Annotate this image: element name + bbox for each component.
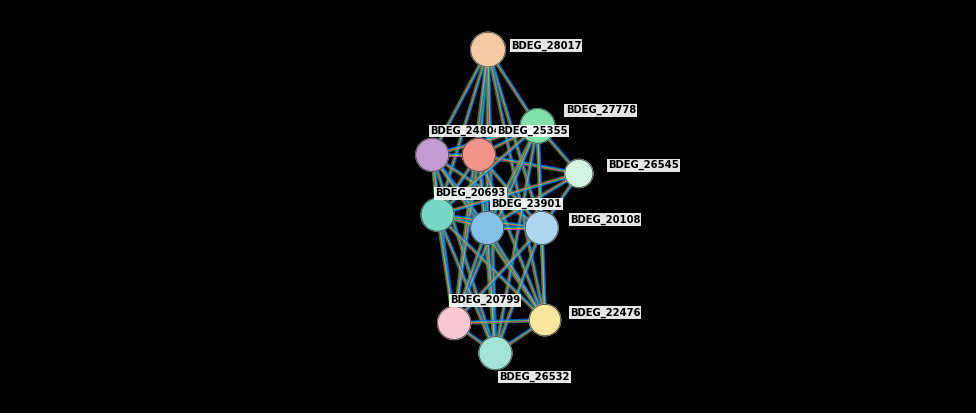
Circle shape — [463, 138, 496, 171]
Circle shape — [565, 159, 592, 188]
Circle shape — [520, 109, 555, 143]
Circle shape — [529, 304, 560, 336]
Text: BDEG_23901: BDEG_23901 — [491, 199, 561, 209]
Text: BDEG_26545: BDEG_26545 — [608, 160, 678, 170]
Circle shape — [479, 337, 512, 370]
Circle shape — [525, 211, 558, 244]
Circle shape — [470, 32, 506, 67]
Circle shape — [437, 306, 470, 339]
Text: BDEG_28017: BDEG_28017 — [510, 40, 582, 50]
Circle shape — [470, 211, 504, 244]
Text: BDEG_20693: BDEG_20693 — [435, 188, 506, 198]
Circle shape — [416, 138, 449, 171]
Circle shape — [421, 198, 454, 231]
Text: BDEG_27778: BDEG_27778 — [566, 105, 636, 115]
Text: BDEG_25355: BDEG_25355 — [498, 126, 568, 136]
Text: BDEG_26532: BDEG_26532 — [500, 372, 570, 382]
Text: BDEG_20799: BDEG_20799 — [450, 295, 520, 305]
Text: BDEG_22476: BDEG_22476 — [570, 308, 640, 318]
Text: BDEG_24804: BDEG_24804 — [430, 126, 501, 136]
Text: BDEG_20108: BDEG_20108 — [570, 215, 640, 225]
